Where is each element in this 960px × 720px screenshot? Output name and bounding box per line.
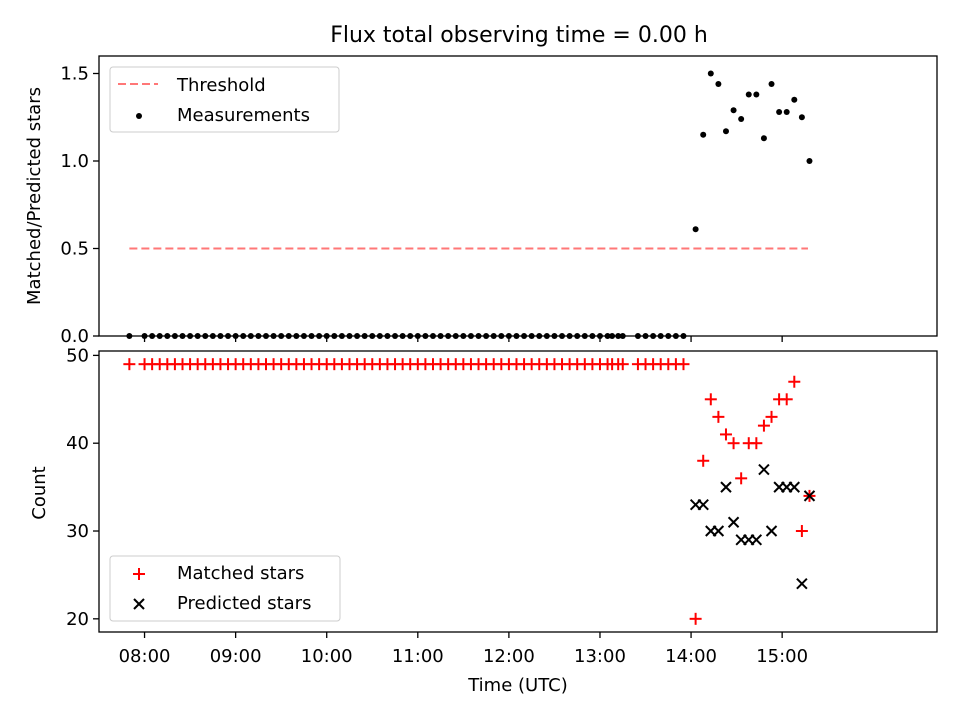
measurement-point	[722, 128, 729, 135]
matched-star-point	[788, 375, 801, 388]
x-tick-label: 09:00	[210, 646, 262, 667]
predicted-star-point	[803, 490, 816, 502]
predicted-star-point	[712, 525, 725, 537]
measurement-point	[692, 226, 699, 233]
legend-matched-swatch	[133, 568, 145, 580]
y-tick-label: 50	[66, 345, 89, 366]
bottom-ylabel: Count	[29, 466, 50, 519]
y-tick-label: 0.0	[60, 326, 89, 347]
matched-star-point	[750, 437, 763, 450]
top-ylabel: Matched/Predicted stars	[24, 87, 45, 305]
legend-measurements-label: Measurements	[177, 105, 310, 126]
x-tick-label: 08:00	[119, 646, 171, 667]
predicted-star-point	[796, 577, 808, 590]
measurement-point	[760, 135, 767, 142]
x-tick-label: 12:00	[483, 646, 535, 667]
predicted-star-point	[720, 481, 732, 493]
x-tick-label: 15:00	[756, 646, 808, 667]
predicted-star-point	[788, 481, 801, 493]
measurement-point	[753, 91, 760, 98]
top-legend: Threshold Measurements	[109, 66, 340, 133]
predicted-star-point	[758, 463, 770, 476]
y-tick-label: 20	[66, 609, 89, 630]
measurement-point	[783, 109, 790, 115]
matched-star-point	[765, 410, 778, 423]
x-tick-label: 10:00	[301, 646, 353, 667]
x-tick-label: 13:00	[574, 646, 626, 667]
matched-star-point	[780, 393, 793, 406]
top-ticks: 0.0 0.5 1.0 1.5	[60, 64, 783, 347]
measurement-point	[798, 114, 805, 121]
measurement-point	[745, 91, 752, 98]
matched-star-point	[697, 454, 710, 467]
matched-star-point	[795, 525, 808, 538]
measurement-point	[768, 81, 775, 87]
predicted-star-point	[750, 534, 763, 546]
matched-star-point	[712, 410, 725, 423]
matched-star-point	[123, 358, 136, 371]
bottom-xlabel: Time (UTC)	[467, 675, 568, 696]
bottom-axes-frame	[98, 350, 938, 633]
matched-star-point	[727, 437, 740, 450]
measurement-point	[738, 116, 745, 122]
predicted-star-point	[765, 525, 778, 537]
top-axes-frame	[98, 55, 938, 337]
matched-star-point	[689, 612, 702, 625]
bottom-panel: Count Time (UTC) 20 30 40 50 08:00 09:00 10:00…	[29, 345, 938, 696]
predicted-star-point	[697, 498, 709, 511]
bottom-ticks: 20 30 40 50 08:00 09:00 10:00 11:00 12:00 13:00 14…	[66, 345, 808, 667]
predicted-star-point	[727, 516, 740, 528]
top-panel: Matched/Predicted stars 0.0 0.5 1.0 1.5 Thr…	[24, 55, 938, 347]
legend-matched-label: Matched stars	[177, 563, 304, 584]
matched-star-point	[704, 393, 717, 406]
measurement-point	[730, 107, 737, 114]
x-tick-label: 14:00	[665, 646, 717, 667]
bottom-marks	[123, 358, 816, 625]
y-tick-label: 0.5	[60, 239, 89, 260]
matched-star-point	[757, 419, 770, 432]
measurement-point	[776, 109, 783, 115]
y-tick-label: 1.5	[60, 64, 89, 85]
legend-predicted-swatch	[133, 598, 145, 610]
chart-title: Flux total observing time = 0.00 h	[330, 23, 708, 48]
measurement-point	[791, 96, 798, 103]
measurement-point	[707, 70, 714, 77]
legend-measurements-swatch	[136, 113, 142, 119]
legend-predicted-label: Predicted stars	[177, 593, 311, 614]
matched-star-point	[735, 472, 748, 485]
matched-star-point	[719, 428, 732, 441]
measurement-point	[700, 131, 707, 138]
legend-threshold-label: Threshold	[176, 75, 266, 96]
x-tick-label: 11:00	[392, 646, 444, 667]
top-legend-box	[109, 66, 340, 133]
y-tick-label: 40	[66, 433, 89, 454]
bottom-legend-box	[109, 555, 341, 622]
bottom-legend: Matched stars Predicted stars	[109, 555, 341, 622]
y-tick-label: 1.0	[60, 151, 89, 172]
matched-star-point	[616, 358, 629, 371]
measurement-point	[806, 158, 813, 164]
matched-star-point	[677, 358, 690, 371]
y-tick-label: 30	[66, 521, 89, 542]
measurement-point	[715, 81, 722, 87]
